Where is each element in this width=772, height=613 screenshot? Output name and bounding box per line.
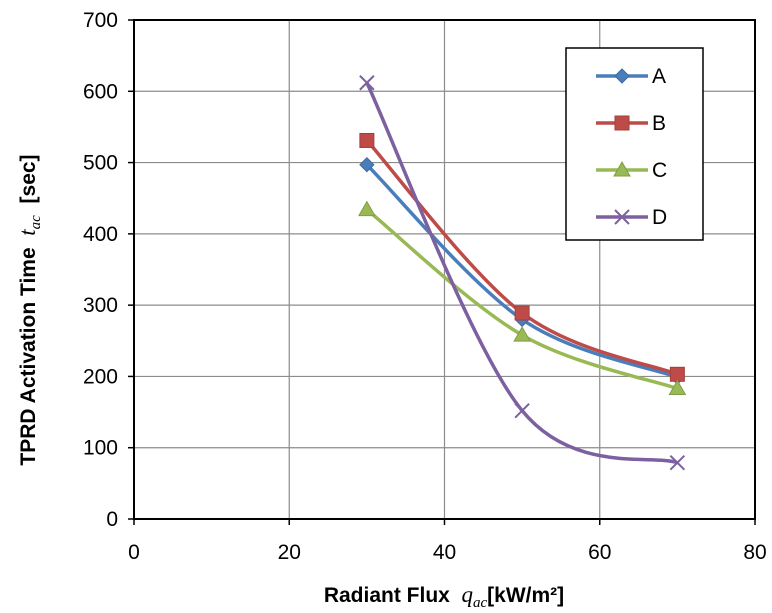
legend-label: C [652,159,667,182]
series-layer [358,75,687,471]
y-tick-label: 700 [83,9,118,32]
y-tick-label: 100 [83,437,118,460]
y-tick-label: 0 [106,508,118,531]
x-tick-label: 60 [588,541,611,564]
legend-marker-d [614,209,630,225]
series-d [359,75,686,471]
legend-label: A [652,65,666,88]
y-tick-label: 300 [83,294,118,317]
data-point-d [669,454,686,471]
grid [134,20,755,519]
y-tick-label: 600 [83,80,118,103]
y-axis-title: TPRD Activation Time tac [sec] [15,154,44,465]
y-tick-label: 500 [83,152,118,175]
legend-item-c: C [596,159,667,182]
data-point-c [513,326,531,342]
plot-frame [128,19,756,525]
legend-marker-a [614,68,630,84]
legend-item-a: A [596,65,666,88]
series-c [358,200,687,396]
tick-labels: 0 100 200 300 400 500 600 700 0 20 40 60 80 [83,9,767,564]
legend-box [565,47,704,241]
x-tick-label: 20 [278,541,301,564]
data-point-a [359,157,375,173]
data-point-d [359,75,375,91]
legend-label: B [652,112,666,135]
data-point-c [668,379,687,396]
x-tick-label: 0 [128,541,140,564]
y-tick-label: 400 [83,223,118,246]
x-tick-label: 80 [743,541,766,564]
legend: A B C D [565,47,704,241]
series-b [359,132,685,382]
y-tick-label: 200 [83,365,118,388]
legend-label: D [652,206,667,229]
legend-marker-c [613,160,631,177]
data-point-b [514,305,530,321]
x-tick-label: 40 [433,541,456,564]
data-point-d [514,402,530,419]
data-point-b [359,132,375,148]
data-point-b [669,366,685,382]
legend-marker-b [614,115,630,131]
legend-item-b: B [596,112,666,135]
legend-item-d: D [596,206,667,229]
x-axis-title: Radiant Flux qac[kW/m²] [324,582,564,611]
data-point-c [358,200,376,217]
series-line-d [365,81,678,465]
